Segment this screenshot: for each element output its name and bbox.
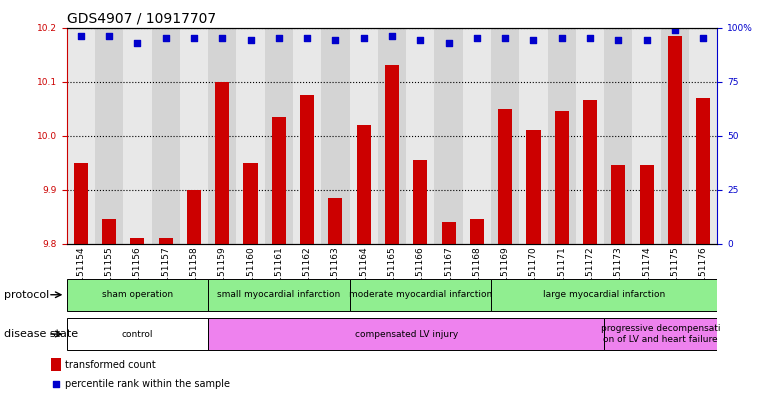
Bar	[470, 219, 484, 244]
Bar	[491, 279, 717, 310]
Bar	[244, 163, 258, 244]
Point	[216, 35, 228, 41]
Bar	[612, 165, 626, 244]
Bar	[441, 222, 456, 244]
Bar	[208, 28, 237, 244]
Point	[584, 35, 597, 41]
Bar	[583, 101, 597, 244]
Text: control: control	[122, 330, 153, 338]
Text: transformed count: transformed count	[64, 360, 155, 370]
Point	[273, 35, 285, 41]
Point	[499, 35, 511, 41]
Bar	[434, 28, 463, 244]
Bar	[576, 28, 604, 244]
Bar	[519, 28, 547, 244]
Bar	[187, 189, 201, 244]
Point	[470, 35, 483, 41]
Bar	[547, 28, 576, 244]
Bar	[406, 28, 434, 244]
Bar	[498, 108, 512, 244]
Text: sham operation: sham operation	[102, 290, 173, 299]
Bar	[130, 238, 144, 244]
Bar	[604, 28, 633, 244]
Text: protocol: protocol	[4, 290, 49, 300]
Bar	[350, 28, 378, 244]
Point	[414, 37, 426, 44]
Bar	[463, 28, 491, 244]
Bar	[604, 318, 717, 350]
Point	[74, 33, 87, 39]
Point	[527, 37, 539, 44]
Point	[301, 35, 314, 41]
Bar	[265, 28, 293, 244]
Bar	[300, 95, 314, 244]
Point	[358, 35, 370, 41]
Point	[329, 37, 342, 44]
Bar	[151, 28, 180, 244]
Bar	[350, 279, 491, 310]
Bar	[413, 160, 427, 244]
Point	[103, 33, 115, 39]
Point	[49, 381, 62, 387]
Bar	[67, 28, 95, 244]
Bar	[661, 28, 689, 244]
Bar	[689, 28, 717, 244]
Point	[187, 35, 200, 41]
Bar	[102, 219, 116, 244]
Bar	[357, 125, 371, 244]
Bar	[272, 117, 286, 244]
Text: small myocardial infarction: small myocardial infarction	[217, 290, 340, 299]
Text: compensated LV injury: compensated LV injury	[354, 330, 458, 338]
Bar	[51, 358, 61, 371]
Text: percentile rank within the sample: percentile rank within the sample	[64, 379, 230, 389]
Point	[556, 35, 568, 41]
Bar	[640, 165, 654, 244]
Bar	[74, 163, 88, 244]
Point	[131, 39, 143, 46]
Text: GDS4907 / 10917707: GDS4907 / 10917707	[67, 12, 216, 26]
Bar	[378, 28, 406, 244]
Bar	[633, 28, 661, 244]
Bar	[526, 130, 540, 244]
Bar	[180, 28, 208, 244]
Bar	[67, 318, 208, 350]
Point	[245, 37, 257, 44]
Bar	[215, 81, 229, 244]
Point	[669, 26, 681, 33]
Bar	[668, 36, 682, 244]
Bar	[123, 28, 151, 244]
Bar	[208, 318, 604, 350]
Bar	[385, 65, 399, 244]
Bar	[293, 28, 321, 244]
Point	[641, 37, 653, 44]
Bar	[328, 198, 343, 244]
Point	[386, 33, 398, 39]
Bar	[208, 279, 350, 310]
Bar	[95, 28, 123, 244]
Bar	[67, 279, 208, 310]
Point	[612, 37, 625, 44]
Point	[442, 39, 455, 46]
Point	[697, 35, 710, 41]
Text: large myocardial infarction: large myocardial infarction	[543, 290, 666, 299]
Text: disease state: disease state	[4, 329, 78, 339]
Bar	[158, 238, 172, 244]
Text: moderate myocardial infarction: moderate myocardial infarction	[349, 290, 492, 299]
Text: progressive decompensati
on of LV and heart failure: progressive decompensati on of LV and he…	[601, 324, 720, 344]
Bar	[491, 28, 519, 244]
Bar	[696, 98, 710, 244]
Bar	[554, 111, 569, 244]
Point	[159, 35, 172, 41]
Bar	[321, 28, 350, 244]
Bar	[237, 28, 265, 244]
